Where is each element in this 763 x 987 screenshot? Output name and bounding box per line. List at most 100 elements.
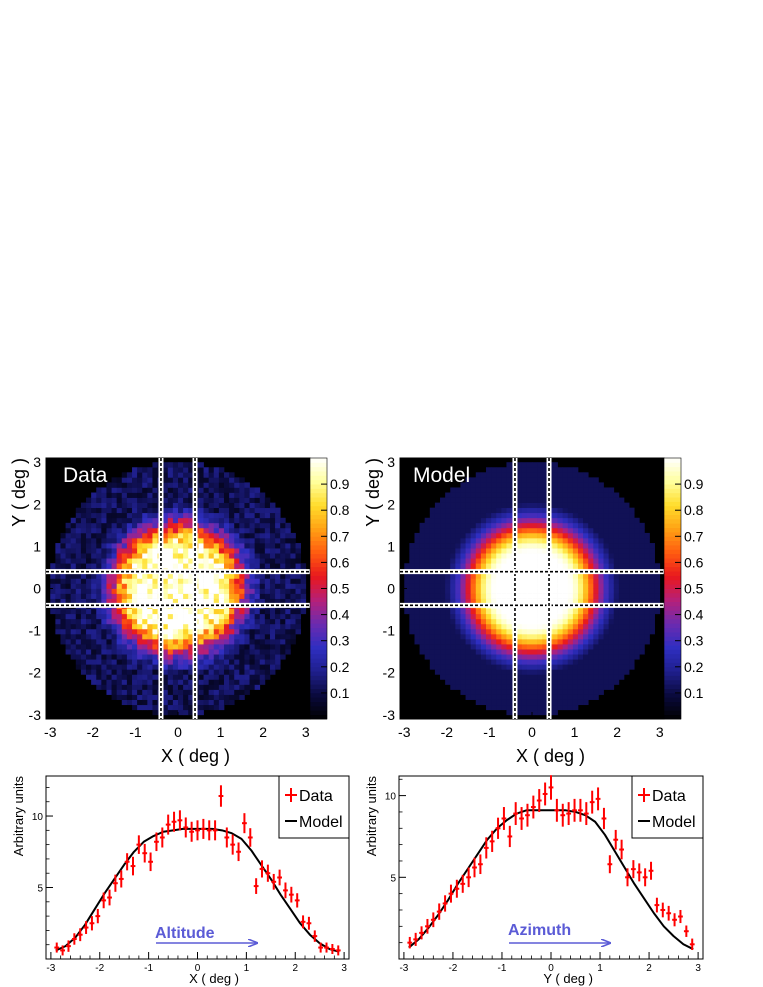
heatmap-cell	[475, 684, 482, 690]
heatmap-cell	[213, 512, 220, 519]
heatmap-cell	[91, 563, 97, 569]
heatmap-cell	[300, 598, 307, 604]
heatmap-cell	[106, 674, 112, 680]
heatmap-cell	[101, 598, 107, 604]
heatmap-cell	[259, 608, 266, 615]
heatmap-cell	[654, 588, 661, 594]
heatmap-cell	[111, 477, 118, 483]
heatmap-cell	[121, 654, 128, 660]
heatmap-cell	[424, 613, 431, 620]
heatmap-cell	[649, 598, 655, 604]
heatmap-cell	[167, 502, 174, 509]
heatmap-cell	[460, 684, 466, 690]
heatmap-cell	[557, 644, 564, 650]
heatmap-cell	[213, 664, 220, 670]
heatmap-cell	[86, 664, 92, 670]
heatmap-cell	[526, 472, 533, 478]
heatmap-cell	[623, 578, 630, 584]
heatmap-cell	[583, 492, 589, 498]
heatmap-cell	[491, 543, 497, 549]
heatmap-cell	[557, 532, 564, 539]
heatmap-cell	[542, 492, 548, 498]
heatmap-cell	[183, 507, 189, 514]
heatmap-cell	[229, 679, 235, 685]
heatmap-cell	[264, 583, 271, 589]
heatmap-cell	[603, 649, 609, 655]
heatmap-cell	[460, 639, 466, 645]
heatmap-cell	[649, 608, 655, 615]
heatmap-cell	[142, 644, 148, 650]
heatmap-cell	[203, 472, 210, 478]
y-tick-label: -1	[383, 623, 396, 639]
heatmap-cell	[121, 517, 128, 524]
heatmap-cell	[460, 664, 466, 670]
heatmap-cell	[234, 512, 240, 519]
heatmap-cell	[465, 487, 472, 493]
heatmap-cell	[475, 613, 482, 620]
heatmap-cell	[470, 512, 477, 519]
heatmap-cell	[577, 669, 584, 675]
heatmap-cell	[121, 694, 128, 700]
heatmap-cell	[491, 583, 497, 589]
heatmap-cell	[470, 522, 477, 529]
heatmap-cell	[106, 669, 112, 675]
heatmap-cell	[532, 553, 538, 559]
heatmap-cell	[613, 563, 620, 569]
heatmap-cell	[526, 548, 533, 554]
colorbar-segment	[664, 545, 681, 550]
heatmap-cell	[203, 649, 210, 655]
data-point	[236, 842, 241, 862]
heatmap-cell	[264, 573, 271, 579]
heatmap-cell	[213, 704, 220, 711]
data-point	[625, 868, 630, 887]
heatmap-cell	[613, 553, 620, 559]
heatmap-cell	[80, 563, 87, 569]
heatmap-cell	[249, 578, 255, 584]
heatmap-cell	[213, 633, 220, 640]
data-point	[595, 787, 601, 811]
heatmap-cell	[249, 487, 255, 493]
heatmap-cell	[506, 598, 512, 604]
heatmap-cell	[249, 548, 255, 554]
heatmap-cell	[142, 558, 148, 564]
heatmap-cell	[562, 608, 569, 615]
heatmap-cell	[455, 649, 461, 655]
heatmap-cell	[572, 548, 579, 554]
heatmap-cell	[603, 553, 609, 559]
heatmap-cell	[198, 553, 204, 559]
data-point	[542, 782, 548, 806]
heatmap-cell	[116, 664, 123, 670]
heatmap-cell	[147, 659, 153, 665]
heatmap-cell	[583, 613, 589, 620]
heatmap-cell	[567, 497, 574, 503]
heatmap-cell	[152, 563, 158, 569]
heatmap-cell	[608, 679, 615, 685]
heatmap-cell	[290, 563, 296, 569]
heatmap-cell	[300, 593, 307, 599]
heatmap-cell	[629, 588, 635, 594]
heatmap-cell	[275, 608, 281, 615]
colorbar-segment	[664, 510, 681, 515]
heatmap-cell	[65, 537, 72, 544]
heatmap-cell	[178, 699, 184, 706]
heatmap-cell	[280, 593, 286, 599]
heatmap-cell	[290, 558, 296, 564]
heatmap-cell	[440, 532, 446, 539]
heatmap-cell	[106, 553, 112, 559]
heatmap-cell	[491, 578, 497, 584]
data-point	[536, 789, 542, 812]
heatmap-cell	[213, 548, 220, 554]
heatmap-cell	[208, 608, 215, 615]
heatmap-cell	[249, 649, 255, 655]
heatmap-cell	[506, 593, 512, 599]
heatmap-cell	[183, 669, 189, 675]
heatmap-cell	[542, 674, 548, 680]
heatmap-cell	[608, 659, 615, 665]
heatmap-cell	[229, 613, 235, 620]
heatmap-cell	[557, 639, 564, 645]
heatmap-cell	[588, 487, 594, 493]
heatmap-cell	[275, 507, 281, 514]
heatmap-cell	[121, 532, 128, 539]
colorbar-segment	[664, 588, 681, 594]
heatmap-cell	[526, 507, 533, 514]
